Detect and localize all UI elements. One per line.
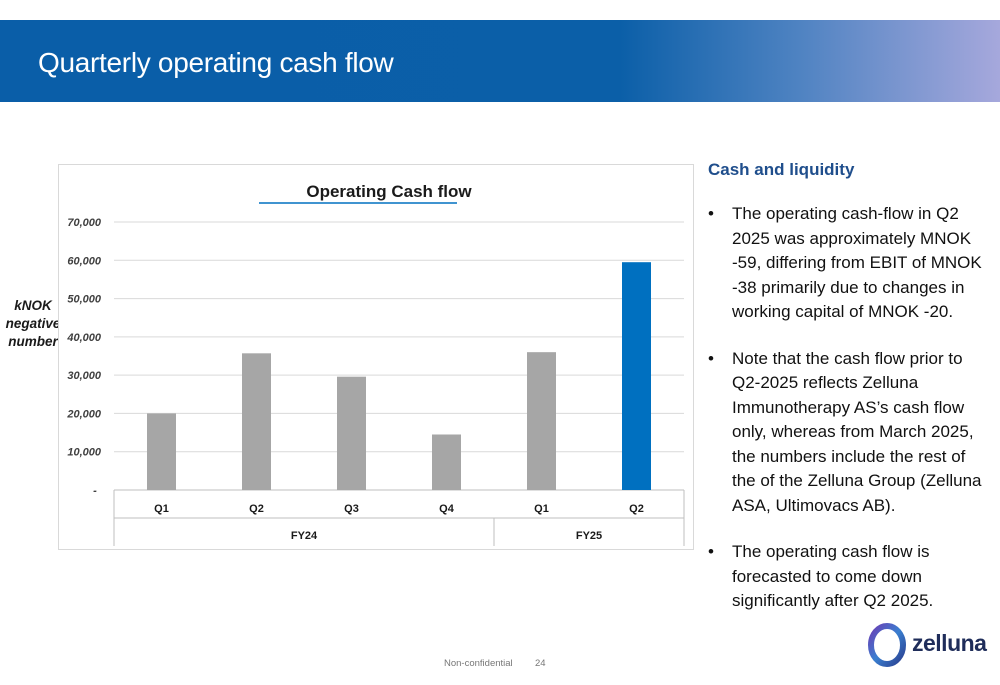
y-tick-label: 50,000 — [67, 294, 102, 306]
bullet-symbol: • — [708, 348, 714, 368]
page-number: 24 — [535, 658, 546, 669]
bullet-text: The operating cash flow is forecasted to… — [732, 542, 934, 610]
y-tick-label: 70,000 — [67, 217, 102, 229]
zelluna-logo: zelluna — [868, 620, 987, 670]
panel-heading: Cash and liquidity — [708, 160, 855, 179]
bar — [147, 413, 176, 490]
x-tick-label: Q4 — [439, 503, 455, 515]
bar — [337, 376, 366, 490]
bullet-item: • The operating cash-flow in Q2 2025 was… — [708, 202, 993, 325]
bar — [622, 262, 651, 490]
bullet-text: Note that the cash flow prior to Q2-2025… — [732, 348, 982, 515]
y-tick-label: 60,000 — [67, 255, 102, 267]
y-axis-unit-label: kNOK negative number — [4, 297, 62, 351]
bullet-item: • Note that the cash flow prior to Q2-20… — [708, 347, 993, 519]
group-label: FY25 — [576, 530, 602, 542]
bullet-item: • The operating cash flow is forecasted … — [708, 540, 993, 614]
bullet-symbol: • — [708, 204, 714, 223]
bar — [242, 353, 271, 490]
page-title: Quarterly operating cash flow — [38, 47, 394, 78]
text-panel: Cash and liquidity • The operating cash-… — [708, 160, 993, 636]
operating-cash-flow-chart: Operating Cash flow - 10,000 20,000 30,000 40… — [66, 182, 685, 546]
y-tick-label: 30,000 — [67, 370, 102, 382]
x-tick-label: Q3 — [344, 503, 359, 515]
title-banner: Quarterly operating cash flow — [0, 20, 1000, 102]
group-label: FY24 — [291, 530, 318, 542]
y-tick-label: 10,000 — [67, 447, 102, 459]
y-tick-label: - — [93, 485, 97, 497]
zelluna-logo-mark-icon — [868, 623, 906, 667]
bullet-list: • The operating cash-flow in Q2 2025 was… — [708, 202, 993, 614]
x-tick-label: Q2 — [249, 503, 264, 515]
x-tick-label: Q2 — [629, 503, 644, 515]
x-tick-label: Q1 — [154, 503, 169, 515]
y-tick-label: 40,000 — [66, 332, 102, 344]
chart-container: Operating Cash flow - 10,000 20,000 30,000 40… — [58, 164, 694, 550]
unit-line-2: negative — [5, 316, 61, 331]
unit-line-1: kNOK — [14, 298, 52, 313]
x-tick-label: Q1 — [534, 503, 549, 515]
bullet-text: The operating cash-flow in Q2 2025 was a… — [732, 204, 982, 321]
bar — [527, 352, 556, 490]
confidentiality-label: Non-confidential — [444, 658, 513, 669]
bar — [432, 434, 461, 490]
y-tick-label: 20,000 — [66, 408, 102, 420]
unit-line-3: number — [8, 334, 58, 349]
chart-title: Operating Cash flow — [306, 182, 472, 201]
bullet-symbol: • — [708, 542, 714, 561]
logo-wordmark: zelluna — [912, 630, 987, 656]
